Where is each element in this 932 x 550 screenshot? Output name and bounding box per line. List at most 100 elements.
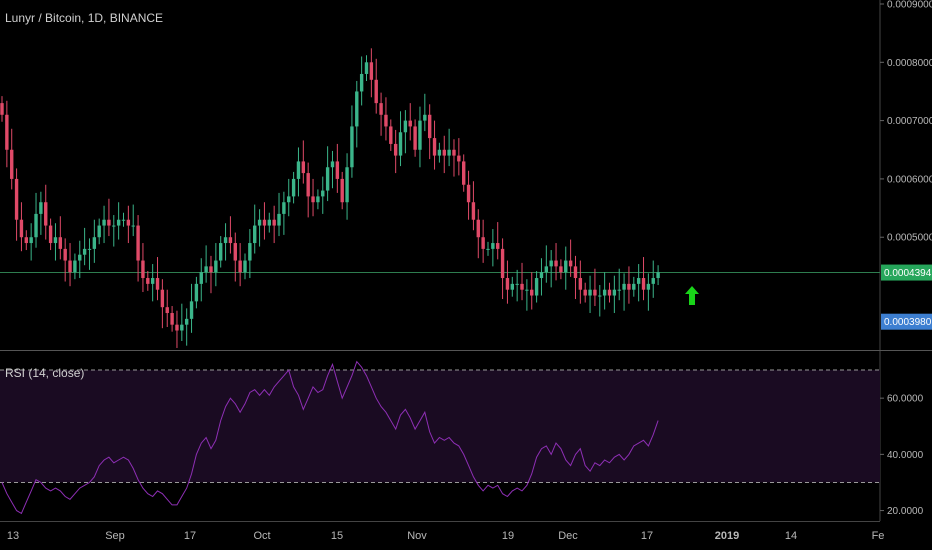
candle[interactable]: [403, 110, 408, 154]
candle[interactable]: [496, 222, 500, 260]
candle[interactable]: [457, 138, 461, 176]
candle[interactable]: [160, 279, 165, 329]
candle[interactable]: [578, 260, 583, 304]
candle[interactable]: [549, 250, 553, 288]
candle[interactable]: [238, 243, 242, 287]
candle[interactable]: [209, 255, 213, 294]
candle[interactable]: [233, 232, 237, 282]
candle[interactable]: [214, 243, 218, 287]
candle[interactable]: [345, 153, 349, 220]
candle[interactable]: [136, 215, 140, 282]
candle[interactable]: [476, 209, 480, 259]
candle[interactable]: [462, 154, 466, 192]
candle[interactable]: [48, 218, 53, 251]
candle[interactable]: [389, 119, 393, 151]
candle[interactable]: [559, 259, 563, 280]
candle[interactable]: [126, 205, 131, 244]
candle[interactable]: [544, 245, 549, 283]
candle[interactable]: [282, 191, 286, 235]
candle[interactable]: [170, 306, 174, 332]
candle[interactable]: [306, 162, 310, 218]
candle[interactable]: [607, 282, 612, 303]
candle[interactable]: [68, 243, 72, 287]
candle[interactable]: [180, 303, 184, 342]
candle[interactable]: [311, 178, 315, 217]
candle[interactable]: [272, 205, 276, 244]
candle[interactable]: [641, 257, 646, 301]
candle[interactable]: [131, 204, 135, 237]
candle[interactable]: [515, 269, 519, 302]
candle[interactable]: [612, 275, 617, 314]
candle[interactable]: [330, 150, 335, 189]
candle[interactable]: [243, 253, 247, 280]
candle[interactable]: [321, 176, 325, 214]
candle[interactable]: [466, 170, 471, 220]
candle[interactable]: [418, 106, 422, 168]
candle[interactable]: [359, 56, 364, 106]
candle[interactable]: [379, 92, 383, 136]
candle[interactable]: [510, 276, 514, 297]
candle[interactable]: [423, 93, 427, 132]
candle[interactable]: [340, 171, 344, 210]
candle[interactable]: [277, 192, 281, 237]
candle[interactable]: [184, 308, 189, 346]
candle[interactable]: [34, 192, 38, 248]
candle[interactable]: [116, 202, 121, 240]
candle[interactable]: [593, 268, 597, 307]
candle[interactable]: [262, 202, 267, 240]
candle[interactable]: [350, 105, 354, 178]
candle[interactable]: [14, 168, 19, 241]
candle[interactable]: [471, 181, 476, 231]
candle[interactable]: [505, 260, 510, 304]
candle[interactable]: [602, 272, 607, 310]
candle[interactable]: [335, 143, 340, 193]
candle[interactable]: [427, 104, 432, 160]
candle[interactable]: [24, 230, 28, 251]
candle[interactable]: [257, 209, 262, 247]
candle[interactable]: [568, 239, 573, 277]
candle[interactable]: [63, 238, 67, 282]
candle[interactable]: [175, 310, 179, 348]
candle[interactable]: [204, 245, 208, 283]
candle[interactable]: [102, 205, 106, 244]
candle[interactable]: [636, 264, 641, 302]
candle[interactable]: [223, 223, 228, 261]
candle[interactable]: [627, 266, 631, 304]
candle[interactable]: [19, 202, 24, 252]
candle[interactable]: [447, 128, 451, 167]
candle[interactable]: [248, 229, 252, 279]
candle[interactable]: [452, 139, 456, 177]
candle[interactable]: [219, 236, 223, 268]
candle[interactable]: [617, 268, 621, 301]
candle[interactable]: [267, 212, 271, 233]
candle[interactable]: [189, 283, 194, 333]
candle[interactable]: [486, 241, 490, 256]
candle[interactable]: [155, 257, 160, 301]
candle[interactable]: [500, 238, 505, 300]
candle[interactable]: [491, 229, 495, 267]
candle[interactable]: [656, 265, 660, 286]
candle[interactable]: [520, 262, 524, 301]
candle[interactable]: [92, 219, 97, 263]
candle[interactable]: [369, 48, 374, 98]
candle[interactable]: [78, 240, 82, 279]
candle[interactable]: [598, 285, 602, 317]
candle[interactable]: [413, 119, 417, 157]
candle[interactable]: [121, 212, 126, 227]
rsi-axis[interactable]: 20.0000 40.0000 60.0000: [880, 394, 924, 517]
candle[interactable]: [253, 204, 257, 254]
candle[interactable]: [301, 140, 306, 184]
candle[interactable]: [583, 282, 587, 303]
up-arrow-icon[interactable]: [685, 286, 699, 305]
candle[interactable]: [316, 189, 320, 210]
candle[interactable]: [58, 216, 63, 260]
candles[interactable]: [0, 48, 660, 348]
candle[interactable]: [141, 243, 145, 293]
candle[interactable]: [87, 238, 92, 270]
candle[interactable]: [73, 253, 77, 280]
candle[interactable]: [374, 58, 378, 114]
candle[interactable]: [646, 273, 651, 311]
candle[interactable]: [632, 276, 636, 297]
candle[interactable]: [588, 275, 592, 314]
